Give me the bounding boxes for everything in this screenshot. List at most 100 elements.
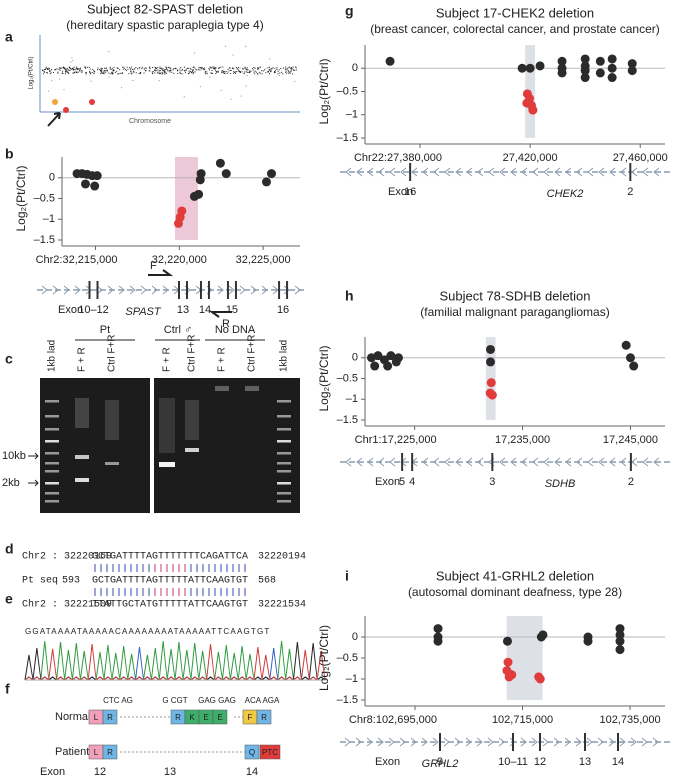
probe — [93, 70, 95, 72]
probe — [184, 70, 186, 72]
x-tick-label: Chr2:32,215,000 — [36, 254, 118, 266]
probe — [217, 70, 219, 72]
gel-band — [215, 386, 229, 391]
panel-label: g — [345, 3, 354, 19]
probe — [49, 73, 51, 75]
group-label: Pt — [100, 324, 110, 336]
probe — [220, 89, 222, 91]
dot — [89, 99, 95, 105]
dot — [63, 107, 69, 113]
probe — [112, 69, 114, 71]
probe — [233, 72, 235, 74]
strand-chevron — [597, 737, 604, 747]
row-label: Patient — [55, 746, 89, 758]
probe — [128, 73, 130, 75]
probe — [163, 70, 165, 72]
probe — [135, 72, 137, 74]
probe — [289, 72, 291, 74]
strand-chevron — [554, 167, 561, 177]
probe — [148, 70, 150, 72]
panel-label: h — [345, 288, 354, 304]
data-point — [557, 56, 567, 66]
data-point — [627, 66, 637, 76]
chart-title: Subject 17-CHEK2 deletion — [436, 5, 594, 20]
marker-arrow — [28, 452, 39, 487]
probe — [274, 67, 276, 69]
probe — [100, 67, 102, 69]
panel-label: a — [5, 29, 13, 45]
probe — [270, 68, 272, 70]
probe — [239, 71, 241, 73]
probe — [154, 67, 156, 69]
strand-chevron — [641, 737, 648, 747]
chart-subtitle: (breast cancer, colorectal cancer, and p… — [370, 22, 659, 36]
probe — [80, 67, 82, 69]
probe — [157, 67, 159, 69]
strand-chevron — [74, 285, 81, 295]
probe — [259, 66, 261, 68]
exon-label: 2 — [628, 476, 634, 488]
panel-label: e — [5, 591, 13, 607]
probe — [170, 67, 172, 69]
amino-acid: Q — [249, 748, 255, 757]
chart-title: Subject 78-SDHB deletion — [439, 288, 590, 303]
probe — [221, 70, 223, 72]
strand-chevron — [410, 737, 417, 747]
strand-chevron — [107, 285, 114, 295]
probe — [289, 66, 291, 68]
group-label: Ctrl ♂ — [164, 324, 192, 336]
probe — [154, 69, 156, 71]
x-tick-label: 17,245,000 — [603, 434, 658, 446]
probe — [159, 68, 161, 70]
probe — [204, 72, 206, 74]
y-axis-label: Log₂(Pt/Ctrl) — [29, 56, 35, 89]
probe — [225, 45, 227, 47]
strand-chevron — [455, 457, 462, 467]
probe — [261, 70, 263, 72]
probe — [68, 72, 70, 74]
y-tick-label: –1.5 — [337, 694, 358, 706]
probe — [169, 68, 171, 70]
probe — [181, 69, 183, 71]
probe — [238, 69, 240, 71]
data-point — [615, 630, 625, 640]
probe — [151, 72, 153, 74]
probe — [211, 72, 213, 74]
probe — [274, 71, 276, 73]
strand-chevron — [250, 285, 257, 295]
y-axis-label: Log₂(Pt/Ctrl) — [317, 58, 331, 124]
probe — [73, 68, 75, 70]
probe — [230, 69, 232, 71]
probe — [141, 66, 143, 68]
data-point — [221, 169, 231, 179]
exon-label: 13 — [177, 304, 189, 316]
strand-chevron — [140, 285, 147, 295]
probe — [215, 67, 217, 69]
data-point — [615, 624, 625, 634]
probe — [170, 69, 172, 71]
probe — [48, 68, 50, 70]
probe — [61, 72, 63, 74]
probe — [71, 57, 73, 59]
probe — [290, 67, 292, 69]
probe — [180, 72, 182, 74]
x-axis-label: Chromosome — [129, 118, 171, 125]
gel-band — [75, 398, 89, 428]
seq-part: GCTGATTTTA — [92, 552, 152, 563]
chart-title: Subject 82-SPAST deletion — [87, 1, 243, 16]
probe — [278, 69, 280, 71]
strand-chevron — [422, 167, 429, 177]
seq-end: 32220194 — [258, 552, 306, 563]
codon-box — [212, 709, 228, 725]
probe — [159, 66, 161, 68]
data-point — [621, 340, 631, 350]
strand-chevron — [261, 285, 268, 295]
strand-chevron — [129, 285, 136, 295]
probe — [89, 68, 91, 70]
seq-part: TTATTGCTAT — [92, 600, 152, 611]
probe — [232, 67, 234, 69]
strand-chevron — [619, 737, 626, 747]
probe — [214, 67, 216, 69]
probe — [286, 68, 288, 70]
